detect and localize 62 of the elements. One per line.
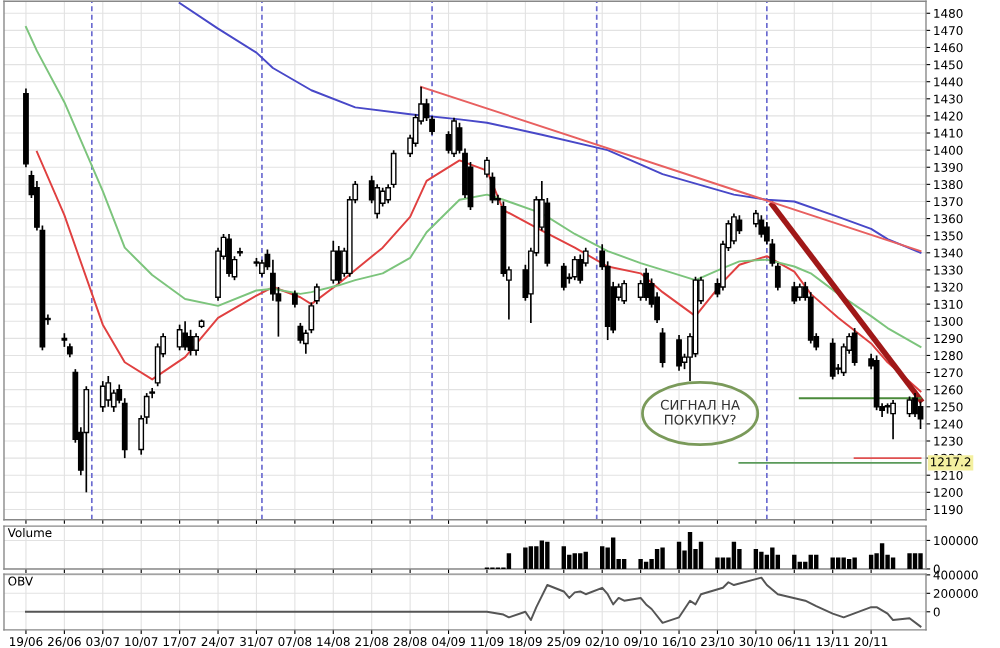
candlestick bbox=[621, 279, 628, 305]
bar bbox=[797, 561, 802, 569]
bar bbox=[687, 531, 693, 569]
bar bbox=[610, 537, 616, 569]
bar bbox=[737, 548, 742, 569]
line-series bbox=[24, 25, 922, 348]
bar bbox=[841, 557, 846, 569]
candlestick bbox=[335, 245, 342, 285]
bar bbox=[578, 553, 583, 569]
bar bbox=[572, 553, 577, 569]
bar bbox=[846, 558, 852, 569]
bar bbox=[545, 541, 550, 569]
bar bbox=[731, 541, 737, 569]
candlestick bbox=[330, 239, 337, 285]
bar bbox=[770, 547, 775, 569]
candlestick bbox=[890, 399, 896, 441]
bar bbox=[523, 547, 528, 569]
candlestick bbox=[374, 183, 381, 220]
bar bbox=[561, 546, 566, 569]
bar bbox=[528, 546, 534, 569]
candlestick bbox=[643, 267, 649, 302]
bar bbox=[654, 548, 660, 569]
bar bbox=[506, 553, 512, 569]
bar bbox=[643, 561, 649, 569]
candlestick bbox=[791, 281, 798, 305]
bar bbox=[583, 551, 588, 569]
candlestick bbox=[313, 282, 320, 305]
candlestick bbox=[193, 332, 199, 357]
bar bbox=[803, 561, 808, 569]
bar bbox=[852, 557, 857, 569]
bar bbox=[715, 557, 720, 569]
bar bbox=[660, 547, 665, 569]
line-series bbox=[178, 2, 922, 254]
candlestick bbox=[105, 375, 112, 408]
bar bbox=[638, 558, 643, 569]
bar bbox=[918, 553, 923, 569]
bar bbox=[539, 540, 545, 569]
line-series bbox=[35, 150, 922, 393]
bar bbox=[534, 546, 539, 569]
candlestick bbox=[577, 253, 584, 285]
candlestick bbox=[182, 320, 188, 352]
bar bbox=[912, 553, 918, 569]
bar bbox=[907, 553, 912, 569]
candlestick bbox=[451, 116, 457, 158]
bar bbox=[753, 548, 759, 569]
candlestick bbox=[731, 212, 737, 246]
candlestick bbox=[121, 397, 128, 459]
candlestick bbox=[851, 327, 858, 367]
bar bbox=[759, 551, 764, 569]
bar bbox=[676, 541, 682, 569]
candlestick bbox=[83, 385, 90, 494]
bar bbox=[600, 546, 605, 569]
candlestick bbox=[560, 262, 567, 292]
candlestick bbox=[176, 323, 183, 352]
bar bbox=[621, 558, 627, 569]
candlestick bbox=[829, 337, 836, 381]
candlestick bbox=[676, 334, 682, 372]
candlestick bbox=[758, 214, 765, 239]
candlestick bbox=[379, 186, 386, 208]
bar bbox=[879, 543, 885, 569]
candlestick bbox=[226, 233, 232, 278]
bar bbox=[698, 541, 704, 569]
